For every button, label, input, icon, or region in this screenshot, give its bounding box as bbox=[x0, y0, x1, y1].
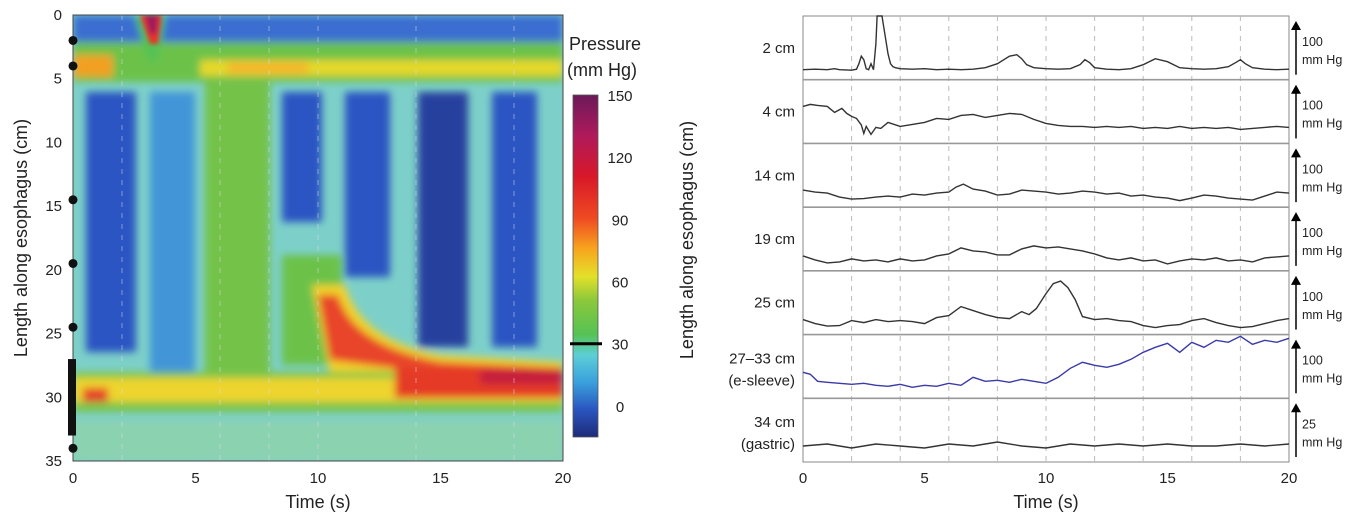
heatmap-y-tick: 15 bbox=[45, 198, 62, 215]
heatmap-y-tick: 35 bbox=[45, 453, 62, 470]
heatmap-y-tick: 20 bbox=[45, 262, 62, 279]
colorbar-tick: 60 bbox=[612, 275, 629, 292]
scale-arrow-icon bbox=[1291, 212, 1301, 222]
traces-x-tick: 5 bbox=[920, 470, 928, 487]
heatmap-y-tick: 0 bbox=[54, 7, 62, 24]
channel-trace bbox=[802, 280, 1290, 329]
traces-y-label: Length along esophagus (cm) bbox=[677, 121, 697, 359]
scale-unit: mm Hg bbox=[1302, 435, 1342, 449]
sensor-dot bbox=[68, 35, 78, 45]
heatmap-y-label: Length along esophagus (cm) bbox=[11, 119, 31, 357]
peristalsis-col-6 bbox=[492, 92, 537, 347]
scale-value: 100 bbox=[1302, 99, 1323, 113]
channel-trace bbox=[802, 441, 1290, 449]
channel-label-sub: (e-sleeve) bbox=[728, 372, 795, 389]
sensor-dot bbox=[68, 443, 78, 453]
colorbar-title-line2: (mm Hg) bbox=[567, 60, 637, 80]
traces-panel: 2 cm 4 cm 14 cm 19 cm 25 cm 27–33 cm (e-sleeve… bbox=[677, 15, 1342, 512]
channel-trace bbox=[802, 183, 1290, 202]
channel-trace bbox=[802, 15, 1290, 71]
heatmap-x-tick: 20 bbox=[555, 470, 572, 487]
scale-unit: mm Hg bbox=[1302, 180, 1342, 194]
channel-trace bbox=[802, 103, 1290, 136]
heatmap-x-tick: 10 bbox=[310, 470, 327, 487]
colorbar-tick: 30 bbox=[612, 337, 629, 354]
scale-unit: mm Hg bbox=[1302, 244, 1342, 258]
channel-label: 4 cm bbox=[762, 104, 795, 121]
colorbar-tick: 0 bbox=[616, 399, 624, 416]
scale-unit: mm Hg bbox=[1302, 53, 1342, 67]
scale-unit: mm Hg bbox=[1302, 372, 1342, 386]
channel-label: 14 cm bbox=[754, 167, 795, 184]
channel-trace bbox=[802, 245, 1290, 265]
sensor-markers bbox=[68, 35, 78, 453]
scale-arrow-icon bbox=[1291, 275, 1301, 285]
traces-x-tick: 15 bbox=[1159, 470, 1176, 487]
channel-label: 34 cm bbox=[754, 414, 795, 431]
peristalsis-col-3 bbox=[282, 92, 322, 222]
colorbar-gradient bbox=[572, 94, 599, 438]
scale-arrow-icon bbox=[1291, 84, 1301, 94]
heatmap-y-tick: 30 bbox=[45, 389, 62, 406]
heatmap-dashes bbox=[121, 15, 515, 461]
scale-value: 100 bbox=[1302, 35, 1323, 49]
colorbar-title-line1: Pressure bbox=[569, 34, 641, 54]
heatmap-x-tick: 5 bbox=[191, 470, 199, 487]
sensor-dot bbox=[68, 322, 78, 332]
channel-labels: 2 cm 4 cm 14 cm 19 cm 25 cm 27–33 cm (e-sleeve… bbox=[728, 40, 795, 453]
channel-label: 19 cm bbox=[754, 231, 795, 248]
colorbar-tick: 150 bbox=[607, 88, 632, 105]
sensor-dot bbox=[68, 61, 78, 71]
heatmap-y-tick: 10 bbox=[45, 134, 62, 151]
scale-unit: mm Hg bbox=[1302, 117, 1342, 131]
sleeve-sensor bbox=[68, 359, 76, 436]
colorbar-ticks: 150 120 90 60 30 0 bbox=[607, 88, 632, 416]
channel-label: 27–33 cm bbox=[729, 350, 795, 367]
peristalsis-col-2 bbox=[150, 92, 195, 372]
scale-arrow-icon bbox=[1291, 21, 1301, 30]
peristalsis-col-1 bbox=[86, 92, 136, 352]
heatmap-y-tick: 25 bbox=[45, 326, 62, 343]
sensor-dot bbox=[68, 258, 78, 268]
scale-value: 100 bbox=[1302, 354, 1323, 368]
heatmap-x-tick: 15 bbox=[432, 470, 449, 487]
heatmap-x-tick: 0 bbox=[69, 470, 77, 487]
scale-value: 25 bbox=[1302, 417, 1316, 431]
traces-x-ticks: 0 5 10 15 20 bbox=[799, 470, 1298, 487]
scale-value: 100 bbox=[1302, 226, 1323, 240]
peristalsis-col-4 bbox=[345, 92, 390, 277]
heatmap-panel: 0 5 10 15 20 0 5 10 15 20 25 30 35 Time (s) Length … bbox=[11, 7, 641, 512]
colorbar-tick: 90 bbox=[612, 212, 629, 229]
channel-label: 25 cm bbox=[754, 295, 795, 312]
channel-label-sub: (gastric) bbox=[741, 436, 795, 453]
peristalsis-col-5 bbox=[418, 92, 468, 347]
scale-bars: 100 mm Hg 100 mm Hg 100 mm Hg 100 mm Hg 100 mm Hg… bbox=[1291, 21, 1342, 457]
traces-dividers bbox=[803, 78, 1289, 400]
traces-x-label: Time (s) bbox=[1013, 492, 1078, 512]
heatmap-x-ticks: 0 5 10 15 20 bbox=[69, 470, 572, 487]
heatmap-y-tick: 5 bbox=[54, 71, 62, 88]
swallow-band bbox=[205, 80, 270, 400]
traces-lines bbox=[802, 15, 1290, 449]
colorbar-tick: 120 bbox=[607, 150, 632, 167]
scale-arrow-icon bbox=[1291, 339, 1301, 349]
scale-unit: mm Hg bbox=[1302, 308, 1342, 322]
colorbar: Pressure (mm Hg) 150 120 90 60 30 0 bbox=[567, 34, 641, 438]
heatmap-x-label: Time (s) bbox=[285, 492, 350, 512]
traces-x-tick: 20 bbox=[1281, 470, 1298, 487]
traces-x-tick: 0 bbox=[799, 470, 807, 487]
traces-x-tick: 10 bbox=[1038, 470, 1055, 487]
channel-trace bbox=[802, 335, 1290, 389]
scale-arrow-icon bbox=[1291, 403, 1301, 413]
scale-arrow-icon bbox=[1291, 148, 1301, 158]
heatmap-plot bbox=[73, 15, 563, 461]
channel-label: 2 cm bbox=[762, 40, 795, 57]
scale-value: 100 bbox=[1302, 162, 1323, 176]
sensor-dot bbox=[68, 195, 78, 205]
traces-grid bbox=[851, 16, 1241, 462]
scale-value: 100 bbox=[1302, 290, 1323, 304]
heatmap-y-ticks: 0 5 10 15 20 25 30 35 bbox=[45, 7, 62, 470]
